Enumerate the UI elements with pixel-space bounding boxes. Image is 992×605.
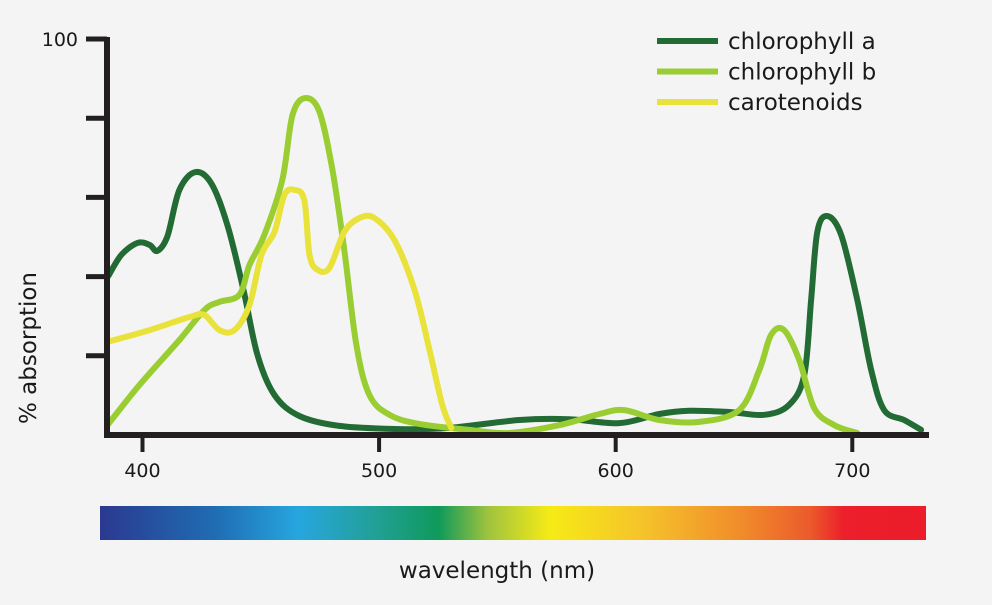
spectrum-bar bbox=[100, 506, 926, 540]
legend-label-chlorophyll-b: chlorophyll b bbox=[728, 60, 876, 86]
x-tick-label-400: 400 bbox=[124, 460, 160, 482]
legend-label-chlorophyll-a: chlorophyll a bbox=[728, 29, 876, 55]
legend: chlorophyll a chlorophyll b carotenoids bbox=[657, 29, 876, 116]
y-axis-label: % absorption bbox=[16, 272, 42, 424]
series-line-chlorophyll-a bbox=[105, 168, 925, 433]
legend-label-carotenoids: carotenoids bbox=[728, 90, 863, 116]
axes: 100 400 500 600 700 bbox=[42, 29, 929, 482]
series-layer bbox=[104, 94, 925, 437]
x-axis-label: wavelength (nm) bbox=[399, 558, 595, 584]
x-tick-label-600: 600 bbox=[598, 460, 634, 482]
x-ticks: 400 500 600 700 bbox=[124, 435, 870, 482]
y-tick-label-100: 100 bbox=[42, 29, 78, 51]
y-ticks: 100 bbox=[42, 29, 107, 359]
series-line-carotenoids bbox=[104, 186, 455, 431]
x-tick-label-700: 700 bbox=[834, 460, 870, 482]
x-tick-label-500: 500 bbox=[361, 460, 397, 482]
series-line-chlorophyll-b bbox=[104, 94, 861, 437]
